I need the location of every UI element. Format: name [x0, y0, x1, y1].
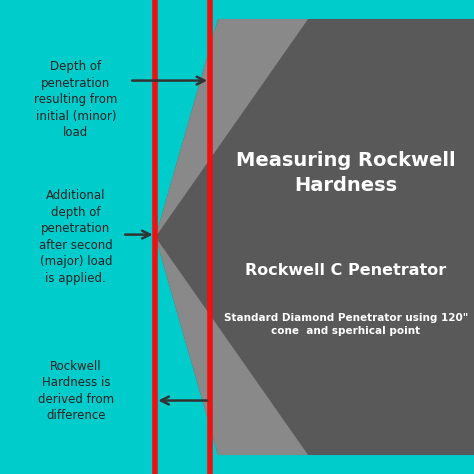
Polygon shape	[155, 19, 308, 237]
Text: Rockwell C Penetrator: Rockwell C Penetrator	[246, 263, 447, 278]
Text: Additional
depth of
penetration
after second
(major) load
is applied.: Additional depth of penetration after se…	[39, 189, 113, 285]
Text: Rockwell
Hardness is
derived from
difference: Rockwell Hardness is derived from differ…	[38, 360, 114, 422]
Text: Depth of
penetration
resulting from
initial (minor)
load: Depth of penetration resulting from init…	[34, 60, 118, 139]
Text: Standard Diamond Penetrator using 120"
cone  and sperhical point: Standard Diamond Penetrator using 120" c…	[224, 313, 468, 336]
Text: Measuring Rockwell
Hardness: Measuring Rockwell Hardness	[236, 151, 456, 195]
Polygon shape	[155, 237, 308, 455]
Polygon shape	[155, 19, 474, 455]
